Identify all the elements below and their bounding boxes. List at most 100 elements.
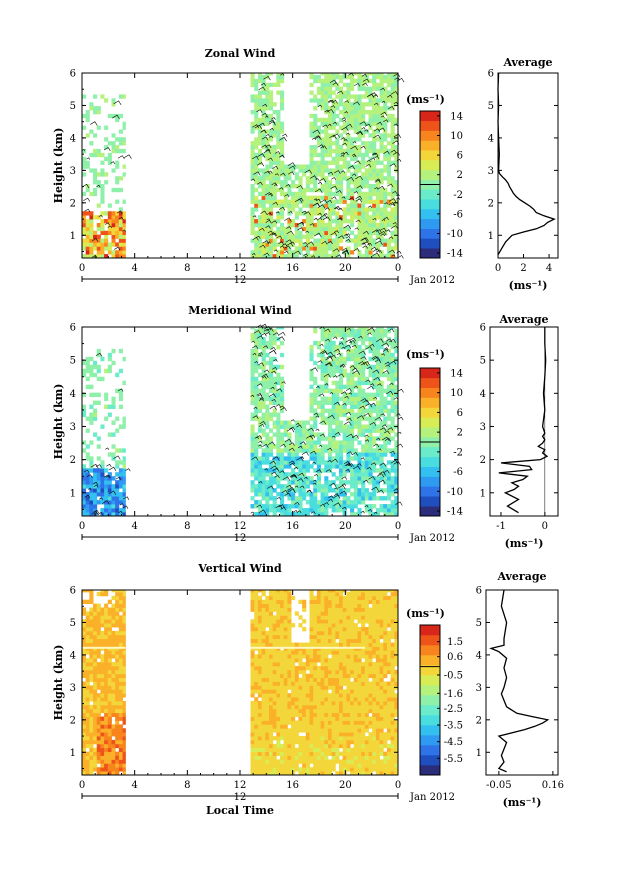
- heatmap-cell: [122, 590, 126, 593]
- heatmap-cell: [280, 689, 285, 694]
- heatmap-cell: [390, 468, 395, 473]
- heatmap-cell: [257, 400, 262, 405]
- heatmap-cell: [89, 595, 94, 601]
- heatmap-cell: [364, 195, 369, 200]
- heatmap-cell: [254, 172, 259, 177]
- heatmap-cell: [261, 658, 266, 663]
- heatmap-cell: [276, 392, 281, 398]
- heatmap-cell: [280, 246, 285, 251]
- contour-segment: [290, 419, 295, 422]
- contour-segment: [356, 185, 363, 190]
- heatmap-cell: [93, 697, 98, 702]
- contour-segment: [267, 157, 273, 161]
- heatmap-cell: [331, 328, 336, 334]
- heatmap-cell: [104, 771, 109, 776]
- heatmap-cell: [324, 420, 329, 425]
- heatmap-cell: [276, 634, 281, 640]
- heatmap-cell: [357, 242, 362, 247]
- heatmap-cell: [294, 440, 299, 445]
- heatmap-cell: [327, 78, 333, 84]
- heatmap-cell: [298, 184, 303, 189]
- heatmap-cell: [390, 113, 395, 119]
- heatmap-cell: [265, 460, 270, 465]
- heatmap-cell: [265, 619, 270, 624]
- heatmap-cell: [265, 234, 270, 239]
- heatmap-cell: [93, 246, 98, 251]
- heatmap-cell: [257, 180, 262, 185]
- contour-segment: [374, 187, 379, 190]
- heatmap-cell: [372, 376, 377, 382]
- heatmap-cell: [280, 492, 285, 497]
- heatmap-cell: [390, 187, 395, 193]
- heatmap-cell: [372, 187, 377, 193]
- contour-segment: [373, 376, 381, 382]
- average-x-tick-label: 0: [495, 263, 501, 274]
- heatmap-cell: [268, 82, 274, 88]
- heatmap-cell: [327, 420, 333, 425]
- heatmap-cell: [283, 254, 288, 259]
- heatmap-cell: [122, 215, 126, 220]
- heatmap-cell: [100, 697, 105, 702]
- heatmap-cell: [280, 508, 285, 513]
- heatmap-cell: [324, 82, 329, 88]
- heatmap-cell: [107, 728, 112, 733]
- heatmap-cell: [386, 340, 392, 346]
- heatmap-cell: [372, 176, 377, 181]
- heatmap-cell: [82, 627, 87, 632]
- heatmap-cell: [82, 464, 87, 469]
- heatmap-cell: [265, 693, 270, 698]
- heatmap-cell: [302, 420, 307, 425]
- heatmap-cell: [357, 344, 362, 350]
- heatmap-cell: [276, 215, 281, 220]
- heatmap-cell: [375, 184, 380, 189]
- heatmap-cell: [320, 160, 325, 165]
- heatmap-cell: [309, 145, 314, 150]
- contour-segment: [356, 463, 362, 467]
- heatmap-cell: [364, 380, 369, 386]
- heatmap-cell: [324, 468, 329, 473]
- heatmap-cell: [93, 476, 98, 481]
- heatmap-cell: [254, 732, 259, 737]
- heatmap-cell: [331, 480, 336, 485]
- heatmap-cell: [375, 129, 380, 134]
- heatmap-cell: [353, 504, 358, 509]
- heatmap-cell: [261, 388, 266, 394]
- heatmap-cell: [383, 199, 388, 204]
- contour-segment: [372, 443, 380, 448]
- heatmap-cell: [324, 145, 329, 150]
- heatmap-cell: [386, 384, 392, 390]
- average-frame: [497, 72, 559, 259]
- heatmap-cell: [368, 73, 373, 76]
- heatmap-cell: [118, 685, 123, 690]
- heatmap-cell: [394, 328, 399, 334]
- heatmap-cell: [104, 759, 109, 764]
- heatmap-cell: [350, 332, 355, 338]
- heatmap-cell: [309, 152, 314, 158]
- heatmap-cell: [339, 94, 344, 99]
- heatmap-cell: [379, 328, 384, 334]
- contour-segment: [282, 476, 291, 481]
- contour-segment: [303, 211, 311, 216]
- heatmap-cell: [357, 376, 362, 382]
- heatmap-cell: [265, 129, 270, 134]
- heatmap-cell: [100, 662, 105, 667]
- heatmap-cell: [118, 512, 123, 517]
- heatmap-cell: [107, 685, 112, 690]
- heatmap-cell: [280, 611, 285, 616]
- heatmap-cell: [93, 180, 98, 185]
- heatmap-cell: [368, 420, 373, 425]
- heatmap-cell: [122, 480, 126, 485]
- heatmap-cell: [283, 460, 288, 465]
- heatmap-cell: [272, 476, 277, 481]
- heatmap-cell: [327, 137, 333, 142]
- heatmap-cell: [254, 364, 259, 370]
- heatmap-cell: [104, 476, 109, 481]
- heatmap-cell: [331, 78, 336, 84]
- heatmap-cell: [261, 480, 266, 485]
- heatmap-cell: [89, 364, 94, 370]
- heatmap-cell: [115, 137, 120, 142]
- heatmap-cell: [339, 74, 344, 80]
- heatmap-cell: [254, 638, 259, 643]
- heatmap-cell: [280, 634, 285, 640]
- heatmap-cell: [305, 420, 310, 425]
